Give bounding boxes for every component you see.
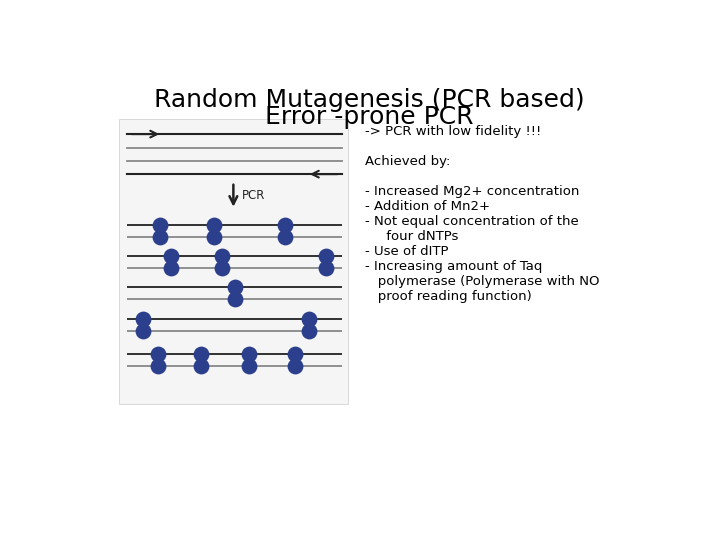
- Point: [166, 264, 177, 272]
- Text: four dNTPs: four dNTPs: [365, 230, 459, 243]
- Point: [303, 315, 315, 323]
- Point: [137, 315, 148, 323]
- Point: [320, 264, 332, 272]
- Point: [195, 349, 207, 358]
- Text: PCR: PCR: [242, 189, 265, 202]
- Point: [243, 349, 255, 358]
- Point: [303, 327, 315, 335]
- Point: [195, 362, 207, 370]
- Point: [279, 233, 291, 241]
- Point: [154, 221, 166, 230]
- Point: [166, 252, 177, 260]
- Point: [216, 264, 228, 272]
- Text: Random Mutagenesis (PCR based): Random Mutagenesis (PCR based): [153, 88, 585, 112]
- Point: [208, 233, 220, 241]
- Text: - Addition of Mn2+: - Addition of Mn2+: [365, 200, 490, 213]
- Text: Error -prone PCR: Error -prone PCR: [265, 105, 473, 129]
- Point: [153, 362, 164, 370]
- Text: - Increasing amount of Taq: - Increasing amount of Taq: [365, 260, 542, 273]
- Point: [208, 221, 220, 230]
- Point: [289, 362, 301, 370]
- Text: - Increased Mg2+ concentration: - Increased Mg2+ concentration: [365, 185, 580, 198]
- Point: [229, 282, 240, 291]
- Text: proof reading function): proof reading function): [365, 290, 532, 303]
- Text: Achieved by:: Achieved by:: [365, 155, 451, 168]
- Point: [289, 349, 301, 358]
- Text: - Not equal concentration of the: - Not equal concentration of the: [365, 215, 579, 228]
- Point: [216, 252, 228, 260]
- Point: [279, 221, 291, 230]
- Text: - Use of dITP: - Use of dITP: [365, 245, 449, 258]
- Point: [320, 252, 332, 260]
- Text: polymerase (Polymerase with NO: polymerase (Polymerase with NO: [365, 275, 600, 288]
- Text: -> PCR with low fidelity !!!: -> PCR with low fidelity !!!: [365, 125, 541, 138]
- Point: [243, 362, 255, 370]
- Point: [137, 327, 148, 335]
- Point: [229, 294, 240, 303]
- Point: [154, 233, 166, 241]
- Point: [153, 349, 164, 358]
- FancyBboxPatch shape: [120, 119, 348, 403]
